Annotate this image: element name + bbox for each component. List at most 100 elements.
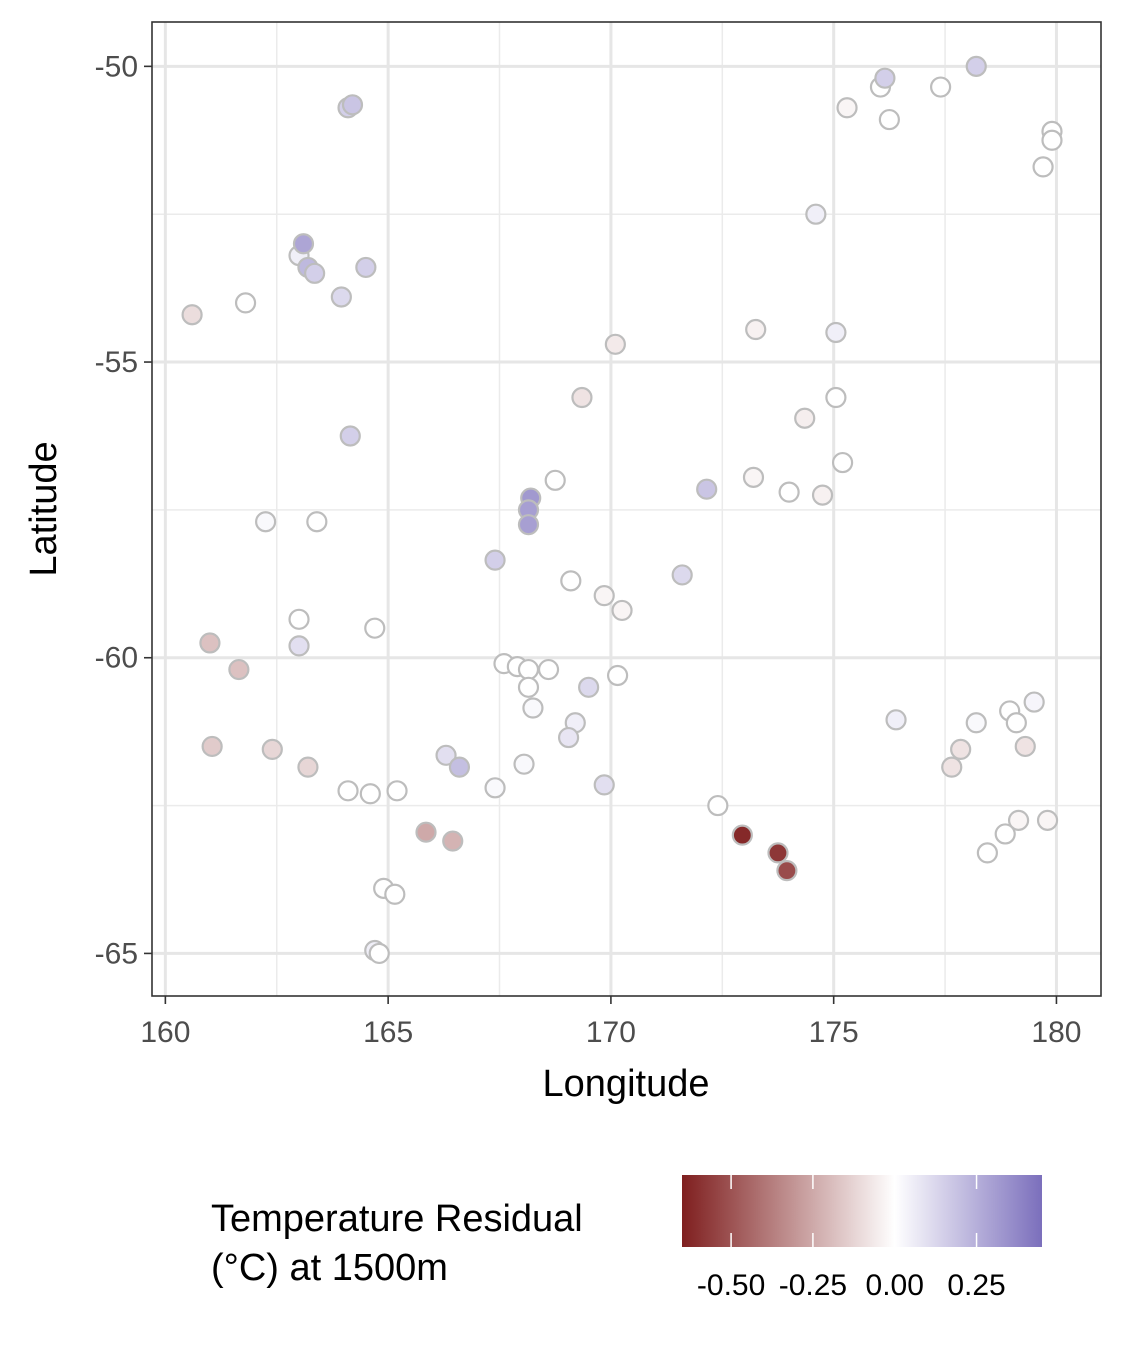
data-point [950, 738, 972, 760]
data-point [288, 635, 310, 657]
x-tick-label: 175 [809, 1016, 859, 1049]
data-point [1036, 809, 1059, 831]
data-point [368, 942, 390, 965]
data-point [994, 823, 1016, 845]
data-point [696, 478, 718, 500]
data-point [965, 55, 987, 77]
data-point [415, 821, 437, 843]
data-point [435, 744, 457, 766]
data-point [778, 481, 800, 503]
x-axis-title: Longitude [543, 1063, 710, 1105]
data-points [181, 55, 1063, 965]
data-point [836, 97, 858, 119]
x-tick-label: 180 [1031, 1016, 1081, 1049]
data-point [976, 842, 998, 864]
data-point [805, 203, 827, 225]
data-point [965, 712, 987, 734]
y-tick-label: -60 [95, 642, 138, 675]
data-point [1032, 156, 1054, 178]
data-point [288, 608, 310, 630]
data-point [878, 108, 900, 131]
data-point [517, 514, 540, 536]
plot-panel-background [152, 22, 1101, 996]
y-tick-label: -65 [95, 937, 138, 970]
legend-title-line-2: (°C) at 1500m [211, 1247, 448, 1289]
data-point [557, 726, 580, 749]
data-point [604, 333, 626, 355]
data-point [384, 883, 406, 905]
color-legend: Temperature Residual (°C) at 1500m -0.50… [211, 1175, 1042, 1302]
x-tick-label: 160 [140, 1016, 190, 1049]
data-point [181, 304, 203, 326]
data-point [825, 321, 847, 344]
data-point [611, 599, 633, 622]
data-point [522, 697, 544, 719]
data-point [234, 292, 257, 314]
data-point [1014, 735, 1036, 758]
data-point [731, 824, 753, 846]
legend-tick-label: 0.00 [866, 1269, 924, 1302]
data-point [201, 735, 223, 758]
gridlines [152, 22, 1101, 996]
data-point [517, 658, 540, 681]
data-point [448, 756, 471, 778]
legend-title-line-1: Temperature Residual [211, 1198, 583, 1240]
y-tick-label: -55 [95, 346, 138, 379]
data-point [606, 664, 629, 687]
legend-color-bar [682, 1175, 1042, 1247]
data-point [484, 777, 506, 799]
data-point [941, 756, 963, 778]
data-point [442, 830, 464, 852]
axis-ticks: 160 165 170 175 180 -50 -55 -60 -65 [95, 50, 1082, 1049]
data-point [339, 425, 361, 447]
data-point [304, 262, 326, 284]
data-point [297, 756, 319, 778]
data-point [513, 753, 535, 775]
data-point [255, 511, 277, 533]
data-point [825, 386, 847, 409]
data-point [1005, 712, 1027, 734]
data-point [1041, 129, 1063, 151]
data-point [930, 76, 952, 98]
legend-ticks: -0.50 -0.25 0.00 0.25 [697, 1175, 1006, 1302]
data-point [199, 632, 221, 654]
legend-tick-label: -0.25 [779, 1269, 847, 1302]
x-tick-label: 170 [586, 1016, 636, 1049]
data-point [337, 780, 359, 802]
data-point [306, 511, 328, 533]
data-point [359, 783, 381, 805]
data-point [517, 676, 540, 698]
data-point [544, 469, 566, 491]
data-point [742, 466, 765, 488]
plot-panel-border [151, 21, 1102, 997]
data-point [484, 549, 506, 571]
data-point [794, 407, 816, 429]
data-point [228, 658, 250, 681]
data-point [578, 676, 600, 698]
data-point [776, 860, 798, 882]
data-point [745, 318, 767, 341]
legend-tick-label: -0.50 [697, 1269, 765, 1302]
legend-tick-label: 0.25 [947, 1269, 1005, 1302]
data-point [261, 738, 283, 760]
data-point [560, 570, 582, 592]
data-point [767, 842, 789, 864]
y-tick-label: -50 [95, 50, 138, 83]
data-point [707, 794, 729, 817]
data-point [355, 256, 377, 279]
data-point [593, 774, 615, 796]
data-point [671, 564, 693, 586]
data-point [1023, 691, 1045, 713]
data-point [386, 780, 408, 802]
data-point [874, 67, 896, 89]
data-point [1007, 809, 1030, 831]
data-point [811, 484, 834, 506]
data-point [571, 386, 593, 409]
data-point [885, 709, 907, 731]
data-point [593, 585, 615, 607]
y-axis-title: Latitude [23, 441, 65, 576]
data-point [537, 658, 560, 681]
data-point [292, 233, 315, 255]
data-point [330, 286, 352, 308]
